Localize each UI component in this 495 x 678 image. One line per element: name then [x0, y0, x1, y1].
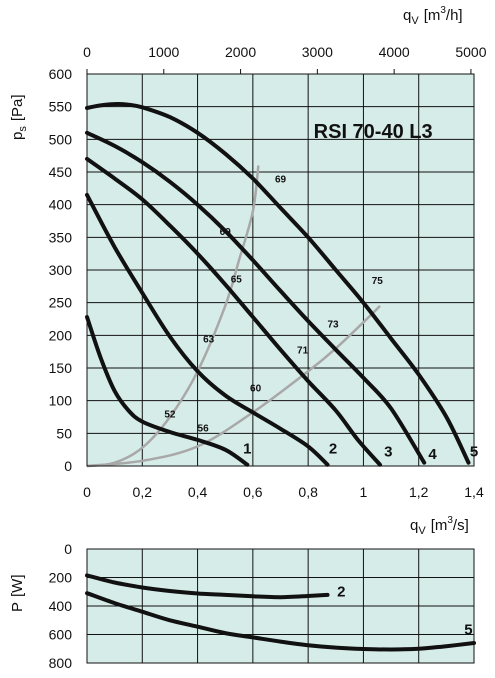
efficiency-label: 52 — [164, 410, 176, 421]
y-tick-label: 350 — [49, 229, 73, 245]
x-tick-label: 0,6 — [243, 484, 263, 500]
y-tick-label: 550 — [49, 99, 73, 115]
curve-label-4: 4 — [428, 446, 437, 463]
power-plot-frame — [86, 548, 475, 664]
efficiency-label: 65 — [231, 274, 243, 285]
efficiency-label: 75 — [372, 276, 384, 287]
y-tick-label: 300 — [49, 262, 73, 278]
efficiency-curve — [86, 305, 381, 468]
power-curve-label-5: 5 — [464, 622, 472, 639]
curve-label-3: 3 — [384, 443, 392, 460]
y-tick-label: 0 — [64, 458, 72, 474]
power-y-ticks: 0 200 400 600 800 — [49, 541, 73, 671]
efficiency-label: 73 — [327, 320, 339, 331]
power-y-axis-label: P[W] — [9, 574, 26, 612]
pressure-curve-5 — [85, 102, 471, 465]
y-tick-label: 50 — [56, 425, 72, 441]
x2-tick-label: 1000 — [148, 44, 179, 60]
x-tick-label: 1,2 — [409, 484, 429, 500]
y-tick-label: 100 — [49, 393, 73, 409]
y-tick-label: 450 — [49, 164, 73, 180]
pressure-curve-3 — [85, 156, 382, 467]
power-y-tick-label: 600 — [49, 627, 73, 643]
x-tick-label: 0,8 — [298, 484, 318, 500]
pressure-axis-labels: qV [m3/h] qV [m3/s] ps[Pa] — [9, 5, 469, 537]
efficiency-label: 56 — [198, 423, 210, 434]
y-tick-label: 500 — [49, 131, 73, 147]
x2-tick-label: 4000 — [379, 44, 410, 60]
efficiency-label: 69 — [275, 175, 287, 186]
power-curve-5 — [85, 591, 476, 652]
pressure-curve-1 — [85, 315, 250, 467]
y-axis-label: ps[Pa] — [9, 94, 29, 140]
power-axis-labels: P[W] — [9, 574, 26, 612]
pressure-y-ticks: 0 50 100 150 200 250 300 350 400 450 500 550 600 — [49, 66, 73, 474]
x2-axis-label: qV [m3/h] — [403, 5, 463, 27]
pressure-plot-frame — [86, 73, 475, 467]
chart-title: RSI 70-40 L3 — [314, 121, 433, 143]
y-tick-label: 150 — [49, 360, 73, 376]
efficiency-label: 63 — [203, 335, 215, 346]
pressure-curve-4 — [85, 130, 427, 465]
pressure-curve-2 — [85, 192, 330, 467]
power-curves: 25 — [85, 573, 476, 652]
pressure-x-ticks: 0 0,2 0,4 0,6 0,8 1 1,2 1,4 — [83, 484, 484, 500]
curve-label-1: 1 — [243, 441, 251, 458]
y-tick-label: 200 — [49, 327, 73, 343]
curve-label-2: 2 — [329, 441, 337, 458]
x2-tick-label: 2000 — [225, 44, 256, 60]
x2-tick-label: 5000 — [455, 44, 486, 60]
pressure-grid — [86, 69, 475, 467]
x2-tick-label: 3000 — [302, 44, 333, 60]
power-y-tick-label: 0 — [64, 541, 72, 557]
x-tick-label: 0 — [83, 484, 91, 500]
power-y-tick-label: 800 — [49, 655, 73, 671]
y-tick-label: 250 — [49, 295, 73, 311]
power-y-tick-label: 400 — [49, 598, 73, 614]
efficiency-label: 71 — [297, 346, 309, 357]
y-tick-label: 600 — [49, 66, 73, 82]
x-tick-label: 1,4 — [464, 484, 484, 500]
power-curve-label-2: 2 — [337, 583, 345, 600]
x-tick-label: 1 — [360, 484, 368, 500]
power-curve-2 — [85, 573, 330, 600]
x-tick-label: 0,2 — [133, 484, 153, 500]
flow-m3h-ticks: 0 1000 2000 3000 4000 5000 — [83, 44, 487, 60]
efficiency-label: 60 — [250, 384, 262, 395]
x2-tick-label: 0 — [83, 44, 91, 60]
y-tick-label: 400 — [49, 197, 73, 213]
power-y-tick-label: 200 — [49, 570, 73, 586]
x-tick-label: 0,4 — [188, 484, 208, 500]
x-axis-label: qV [m3/s] — [410, 515, 469, 537]
